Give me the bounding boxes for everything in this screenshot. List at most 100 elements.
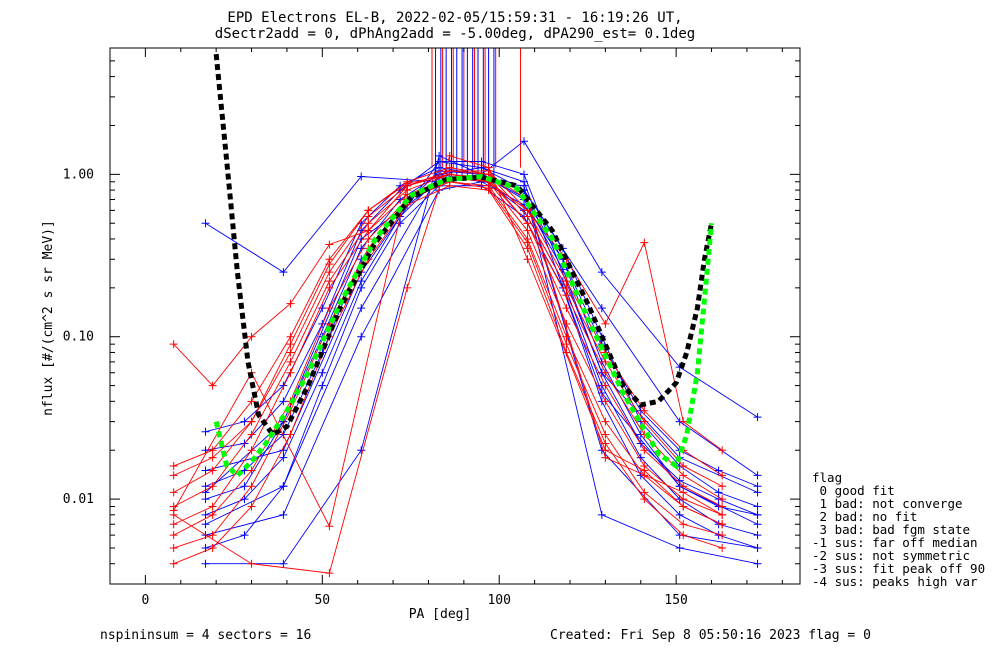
red-point-14-2 <box>247 397 256 406</box>
blue-point-11-4 <box>477 157 486 166</box>
blue-point-8-0 <box>201 495 210 504</box>
red-series-24 <box>173 170 723 528</box>
blue-point-12-5 <box>396 219 405 228</box>
red-point-14-14 <box>718 482 727 491</box>
series-group <box>169 48 762 578</box>
red-point-23-2 <box>247 482 256 491</box>
red-point-22-10 <box>562 291 571 300</box>
red-point-24-7 <box>601 453 610 462</box>
blue-point-11-5 <box>520 170 528 179</box>
red-point-22-2 <box>247 417 256 426</box>
blue-point-3-2 <box>279 430 288 439</box>
red-point-23-10 <box>562 340 571 349</box>
red-point-23-12 <box>640 488 649 497</box>
y-tick-label-2: 0.10 <box>63 330 94 345</box>
red-point-24-4 <box>445 166 454 175</box>
red-point-23-1 <box>208 531 217 540</box>
red-point-21-4 <box>445 151 454 160</box>
legend-entry-1: 1 bad: not converge <box>812 496 963 511</box>
red-point-16-11 <box>601 319 610 328</box>
blue-point-9-3 <box>318 304 327 313</box>
blue-point-6-7 <box>675 543 684 552</box>
red-series-18 <box>173 185 723 565</box>
red-point-14-10 <box>562 283 571 292</box>
red-point-22-1 <box>208 466 217 475</box>
red-point-24-2 <box>325 522 334 531</box>
chart-subtitle: dSectr2add = 0, dPhAng2add = -5.00deg, d… <box>215 26 695 42</box>
blue-point-10-8 <box>753 520 762 529</box>
blue-point-6-2 <box>357 332 366 341</box>
blue-series-11 <box>205 161 758 493</box>
blue-point-12-3 <box>318 381 327 390</box>
red-point-17-11 <box>601 417 610 426</box>
green-fit-curve <box>213 173 715 479</box>
red-point-20-2 <box>247 446 256 455</box>
blue-point-8-5 <box>396 195 405 204</box>
blue-point-4-14 <box>753 502 762 511</box>
legend-entry-6: -3 sus: fit peak off 90 <box>812 561 985 576</box>
blue-point-10-0 <box>201 520 210 529</box>
blue-point-5-14 <box>753 531 762 540</box>
blue-point-9-0 <box>201 427 210 436</box>
blue-point-6-1 <box>279 510 288 519</box>
blue-point-5-3 <box>318 368 327 377</box>
blue-point-2-6 <box>597 268 606 277</box>
footer-right: Created: Fri Sep 8 05:50:16 2023 flag = … <box>550 628 871 643</box>
legend-title: flag <box>812 470 842 485</box>
red-point-16-1 <box>208 381 217 390</box>
legend-entry-2: 2 bad: no fit <box>812 509 917 524</box>
red-point-22-0 <box>169 488 178 497</box>
red-point-19-1 <box>208 453 217 462</box>
red-point-17-4 <box>325 304 334 313</box>
red-point-23-14 <box>718 531 727 540</box>
red-point-23-0 <box>169 543 178 552</box>
red-point-18-0 <box>169 559 178 568</box>
red-point-14-0 <box>169 461 178 470</box>
red-point-14-3 <box>286 332 295 341</box>
blue-point-11-3 <box>435 157 444 166</box>
red-point-20-11 <box>601 397 610 406</box>
red-point-20-1 <box>208 502 217 511</box>
blue-point-12-12 <box>675 510 684 519</box>
x-tick-label-2: 100 <box>487 593 510 608</box>
blue-point-7-1 <box>279 559 288 568</box>
legend-entry-5: -2 sus: not symmetric <box>812 548 970 563</box>
red-point-18-12 <box>640 495 649 504</box>
blue-point-5-2 <box>279 453 288 462</box>
red-series-22 <box>173 173 723 500</box>
red-point-19-14 <box>718 471 727 480</box>
red-point-17-5 <box>364 234 373 243</box>
x-tick-label-3: 150 <box>664 593 687 608</box>
red-point-23-11 <box>601 430 610 439</box>
footer-left: nspininsum = 4 sectors = 16 <box>100 628 311 643</box>
red-point-19-12 <box>640 406 649 415</box>
red-point-20-9 <box>523 226 532 235</box>
blue-point-7-0 <box>201 559 210 568</box>
red-point-16-12 <box>640 238 649 247</box>
blue-point-11-0 <box>201 466 210 475</box>
red-point-16-14 <box>718 446 727 455</box>
red-point-23-8 <box>484 184 493 193</box>
legend: flag 0 good fit 1 bad: not converge 2 ba… <box>812 470 985 589</box>
red-point-19-10 <box>562 277 571 286</box>
red-point-21-2 <box>325 569 334 578</box>
blue-point-2-2 <box>357 172 366 181</box>
red-point-20-3 <box>286 368 295 377</box>
blue-point-12-14 <box>753 543 762 552</box>
red-point-16-2 <box>247 332 256 341</box>
red-point-23-9 <box>523 238 532 247</box>
blue-point-12-7 <box>477 181 486 190</box>
plot-frame <box>109 47 801 585</box>
red-point-22-3 <box>286 340 295 349</box>
y-axis-label: nflux [#/(cm^2 s sr MeV)] <box>41 220 56 416</box>
blue-point-7-2 <box>357 446 366 455</box>
red-point-18-2 <box>247 502 256 511</box>
blue-point-9-14 <box>753 510 762 519</box>
red-point-20-4 <box>325 283 334 292</box>
blue-point-13-6 <box>597 304 606 313</box>
red-point-18-13 <box>679 531 688 540</box>
red-point-21-3 <box>403 283 412 292</box>
red-point-20-0 <box>169 520 178 529</box>
blue-point-4-2 <box>279 397 288 406</box>
